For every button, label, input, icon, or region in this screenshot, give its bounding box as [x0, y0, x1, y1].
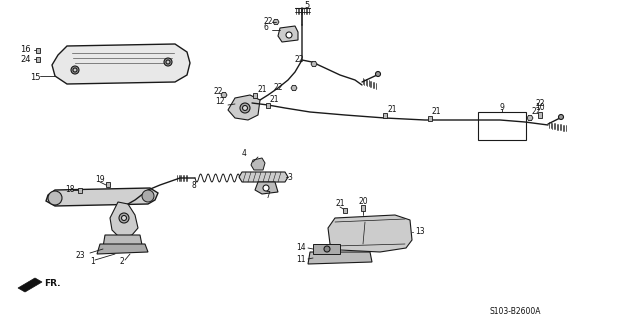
Text: 11: 11 — [296, 255, 305, 265]
Bar — [343, 207, 347, 212]
Circle shape — [142, 190, 154, 202]
Text: 18: 18 — [65, 186, 74, 195]
Bar — [383, 113, 387, 117]
Circle shape — [164, 58, 172, 66]
Circle shape — [324, 246, 330, 252]
Bar — [253, 92, 257, 98]
Text: 21: 21 — [432, 108, 442, 116]
Text: 19: 19 — [95, 175, 104, 185]
Text: 15: 15 — [30, 74, 40, 83]
Polygon shape — [239, 172, 288, 182]
Polygon shape — [103, 235, 142, 247]
Bar — [36, 57, 40, 61]
Text: 2: 2 — [120, 258, 125, 267]
Polygon shape — [313, 244, 340, 254]
Polygon shape — [527, 116, 533, 121]
Bar — [478, 112, 526, 140]
Bar — [106, 181, 109, 187]
Text: 22: 22 — [263, 18, 273, 27]
Polygon shape — [328, 215, 412, 252]
Circle shape — [48, 191, 62, 205]
Polygon shape — [255, 182, 278, 194]
Polygon shape — [251, 158, 265, 170]
Text: 23: 23 — [75, 251, 84, 260]
Bar — [36, 47, 40, 52]
Text: 16: 16 — [20, 45, 31, 54]
Text: 21: 21 — [336, 199, 346, 209]
Text: 21: 21 — [387, 105, 397, 114]
Text: FR.: FR. — [44, 278, 61, 287]
Circle shape — [263, 185, 269, 191]
Polygon shape — [52, 44, 190, 84]
Text: 22: 22 — [273, 84, 283, 92]
Polygon shape — [308, 252, 372, 264]
Text: 24: 24 — [20, 54, 31, 63]
Circle shape — [122, 215, 127, 220]
Text: 3: 3 — [287, 172, 292, 181]
Circle shape — [286, 32, 292, 38]
Circle shape — [71, 66, 79, 74]
Text: 7: 7 — [266, 191, 271, 201]
Bar — [266, 102, 269, 108]
Bar — [538, 112, 542, 118]
Text: 22: 22 — [214, 86, 223, 95]
Polygon shape — [311, 61, 317, 67]
Circle shape — [73, 68, 77, 72]
Text: 13: 13 — [415, 228, 424, 236]
Circle shape — [240, 103, 250, 113]
Polygon shape — [278, 26, 298, 42]
Polygon shape — [97, 244, 148, 254]
Text: 20: 20 — [358, 197, 368, 206]
Circle shape — [559, 115, 563, 119]
Text: 5: 5 — [304, 2, 309, 11]
Polygon shape — [291, 85, 297, 91]
Text: 1: 1 — [90, 258, 95, 267]
Bar — [78, 188, 82, 193]
Circle shape — [119, 213, 129, 223]
Text: 22: 22 — [532, 108, 541, 116]
Text: 22: 22 — [535, 99, 545, 108]
Polygon shape — [18, 278, 42, 292]
Polygon shape — [228, 95, 260, 120]
Circle shape — [243, 106, 248, 110]
Text: 22: 22 — [294, 55, 304, 65]
Text: 10: 10 — [535, 102, 545, 111]
Text: 6: 6 — [263, 22, 268, 31]
Polygon shape — [273, 20, 279, 25]
Text: 14: 14 — [296, 244, 306, 252]
Text: S103-B2600A: S103-B2600A — [490, 308, 541, 316]
Polygon shape — [221, 92, 227, 98]
Text: 4: 4 — [241, 149, 246, 158]
Circle shape — [376, 71, 381, 76]
Text: 9: 9 — [500, 102, 504, 111]
Text: 8: 8 — [192, 180, 196, 189]
Polygon shape — [46, 188, 158, 206]
Bar — [361, 205, 365, 211]
Text: 21: 21 — [270, 95, 280, 105]
Polygon shape — [110, 202, 138, 238]
Text: 21: 21 — [257, 85, 266, 94]
Text: 12: 12 — [215, 98, 225, 107]
Bar — [428, 116, 432, 121]
Circle shape — [166, 60, 170, 64]
